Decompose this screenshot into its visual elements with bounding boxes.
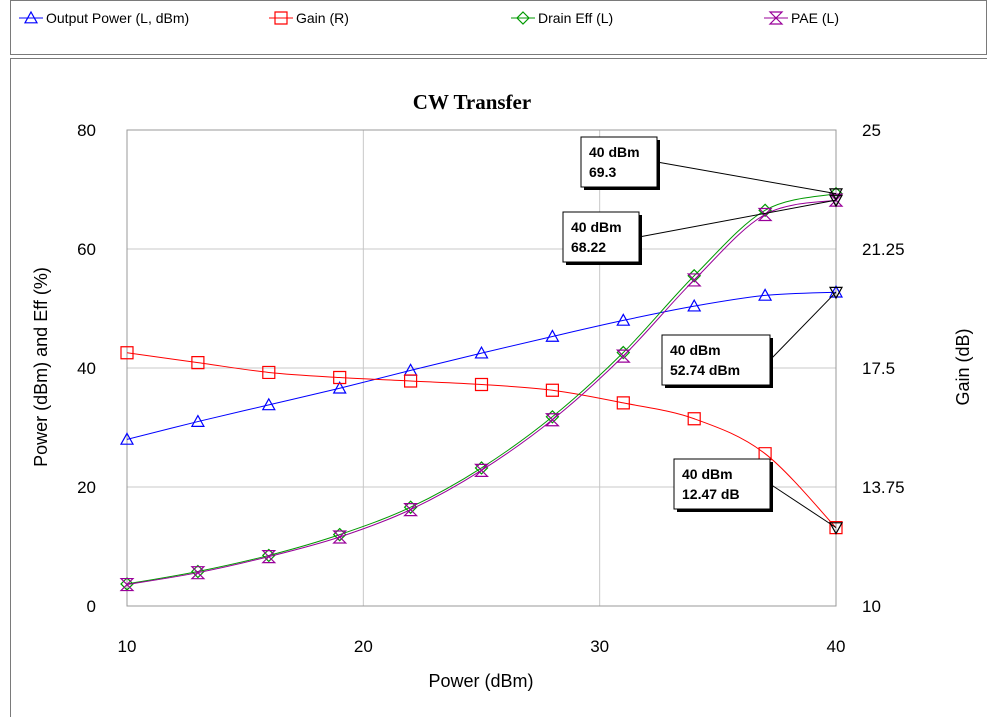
marker-box bbox=[673, 458, 771, 510]
data-point bbox=[829, 521, 843, 535]
chart-title: CW Transfer bbox=[413, 90, 531, 114]
y2-tick-label: 21.25 bbox=[862, 240, 905, 259]
x-tick-label: 20 bbox=[354, 637, 373, 656]
data-point bbox=[474, 377, 489, 392]
data-point bbox=[616, 313, 631, 326]
data-point bbox=[403, 503, 419, 517]
marker-label-x: 40 dBm bbox=[682, 466, 733, 482]
y2-tick-label: 13.75 bbox=[862, 478, 905, 497]
marker-leader-line bbox=[638, 199, 837, 238]
x-tick-label: 30 bbox=[590, 637, 609, 656]
legend: Output Power (L, dBm) Gain (R) Drain Eff (… bbox=[19, 10, 839, 26]
y2-tick-label: 17.5 bbox=[862, 359, 895, 378]
data-point bbox=[544, 413, 560, 427]
y-tick-label: 40 bbox=[77, 359, 96, 378]
legend-panel: Output Power (L, dBm) Gain (R) Drain Eff (… bbox=[10, 0, 987, 55]
data-point bbox=[758, 447, 772, 461]
x-tick-label: 10 bbox=[118, 637, 137, 656]
series-line bbox=[126, 352, 837, 528]
marker-box bbox=[562, 211, 640, 263]
marker-leader-line bbox=[769, 483, 837, 529]
y2-tick-label: 25 bbox=[862, 121, 881, 140]
data-point bbox=[261, 397, 276, 411]
y-tick-label: 20 bbox=[77, 478, 96, 497]
marker-leader-line bbox=[769, 291, 837, 361]
plot-panel bbox=[10, 58, 987, 717]
marker-label-value: 69.3 bbox=[589, 164, 616, 180]
series-gain-r bbox=[120, 346, 843, 535]
y-tick-label: 0 bbox=[87, 597, 96, 616]
data-point bbox=[120, 346, 134, 360]
data-point bbox=[119, 577, 135, 592]
marker-annotation: 40 dBm 68.22 bbox=[562, 194, 844, 265]
data-point bbox=[332, 380, 347, 394]
legend-item: Gain (R) bbox=[269, 10, 349, 26]
legend-label: PAE (L) bbox=[791, 10, 839, 26]
legend-label: Output Power (L, dBm) bbox=[46, 10, 189, 26]
marker-box bbox=[580, 136, 658, 188]
data-point bbox=[545, 383, 559, 397]
data-point bbox=[474, 345, 489, 359]
marker-annotation: 40 dBm 52.74 dBm bbox=[661, 286, 844, 388]
data-point bbox=[615, 349, 631, 363]
data-point bbox=[616, 396, 630, 410]
data-point bbox=[474, 463, 489, 477]
legend-item: Output Power (L, dBm) bbox=[19, 10, 189, 26]
marker-annotation: 40 dBm 12.47 dB bbox=[673, 458, 844, 535]
legend-marker bbox=[23, 10, 39, 24]
data-point bbox=[190, 414, 205, 427]
data-point bbox=[687, 298, 702, 312]
data-point bbox=[686, 273, 702, 287]
legend-label: Gain (R) bbox=[296, 10, 349, 26]
data-point bbox=[332, 530, 348, 544]
marker-label-value: 52.74 dBm bbox=[670, 362, 740, 378]
data-point bbox=[190, 566, 206, 580]
y-axis-title: Power (dBm) and Eff (%) bbox=[31, 267, 51, 467]
y-tick-label: 80 bbox=[77, 121, 96, 140]
marker-point bbox=[828, 522, 844, 535]
series-pae-l bbox=[119, 193, 844, 592]
legend-marker bbox=[516, 11, 530, 25]
marker-label-x: 40 dBm bbox=[571, 219, 622, 235]
marker-point bbox=[828, 286, 844, 300]
marker-label-value: 68.22 bbox=[571, 239, 606, 255]
y2-tick-label: 10 bbox=[862, 597, 881, 616]
legend-item: PAE (L) bbox=[764, 10, 839, 26]
data-point bbox=[545, 329, 560, 342]
data-point bbox=[119, 432, 135, 445]
data-point bbox=[757, 207, 773, 222]
data-point bbox=[687, 412, 701, 426]
marker-box bbox=[661, 334, 771, 386]
legend-item: Drain Eff (L) bbox=[511, 10, 613, 26]
data-point bbox=[404, 374, 418, 388]
marker-point bbox=[828, 188, 844, 201]
data-point bbox=[333, 370, 347, 385]
marker-leader-line bbox=[656, 161, 837, 195]
legend-marker bbox=[274, 11, 288, 25]
series-line bbox=[126, 291, 837, 440]
marker-point bbox=[828, 194, 844, 208]
x-tick-label: 40 bbox=[827, 637, 846, 656]
y2-axis-title: Gain (dB) bbox=[953, 328, 973, 405]
series-line bbox=[126, 199, 837, 586]
marker-label-x: 40 dBm bbox=[670, 342, 721, 358]
legend-marker bbox=[768, 11, 784, 25]
data-point bbox=[758, 288, 773, 301]
data-point bbox=[262, 365, 276, 380]
legend-label: Drain Eff (L) bbox=[538, 10, 613, 26]
data-point bbox=[261, 550, 277, 564]
marker-annotation: 40 dBm 69.3 bbox=[580, 136, 844, 201]
marker-label-x: 40 dBm bbox=[589, 144, 640, 160]
plot-frame bbox=[126, 129, 837, 607]
data-point bbox=[191, 356, 205, 370]
series-line bbox=[126, 193, 837, 585]
y-tick-label: 60 bbox=[77, 240, 96, 259]
data-point bbox=[545, 409, 560, 424]
marker-label-value: 12.47 dB bbox=[682, 486, 740, 502]
x-axis-title: Power (dBm) bbox=[428, 671, 533, 691]
